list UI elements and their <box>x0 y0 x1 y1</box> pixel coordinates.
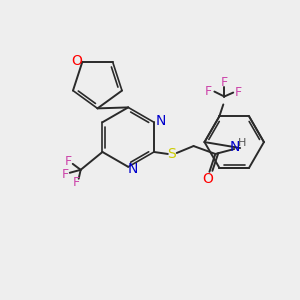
Text: N: N <box>156 114 166 128</box>
Text: F: F <box>221 76 228 89</box>
Text: N: N <box>230 140 240 154</box>
Text: S: S <box>167 147 176 161</box>
Text: O: O <box>71 54 82 68</box>
Text: F: F <box>73 176 80 189</box>
Text: N: N <box>128 162 138 176</box>
Text: F: F <box>61 168 68 181</box>
Text: F: F <box>235 86 242 99</box>
Text: F: F <box>205 85 212 98</box>
Text: F: F <box>65 155 72 168</box>
Text: H: H <box>238 138 246 148</box>
Text: O: O <box>202 172 213 186</box>
